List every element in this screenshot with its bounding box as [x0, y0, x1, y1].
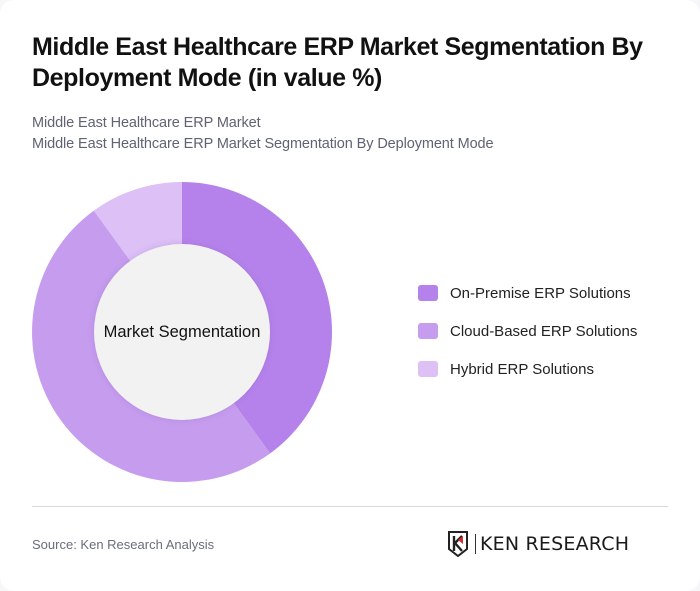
chart-legend: On-Premise ERP Solutions Cloud-Based ERP…	[418, 283, 637, 397]
donut-chart	[32, 182, 332, 482]
donut-center	[94, 244, 270, 420]
legend-swatch-icon	[418, 323, 438, 339]
source-note: Source: Ken Research Analysis	[32, 537, 215, 552]
ken-research-logo: KEN RESEARCH	[447, 530, 629, 558]
legend-label: On-Premise ERP Solutions	[450, 284, 631, 302]
legend-item-hybrid[interactable]: Hybrid ERP Solutions	[418, 359, 637, 379]
legend-swatch-icon	[418, 361, 438, 377]
ken-shield-logo-icon	[448, 531, 468, 557]
legend-swatch-icon	[418, 285, 438, 301]
legend-item-cloud-based[interactable]: Cloud-Based ERP Solutions	[418, 321, 637, 341]
logo-separator	[475, 534, 476, 554]
chart-subtitle-segmentation: Middle East Healthcare ERP Market Segmen…	[32, 136, 494, 152]
logo-wordmark: KEN RESEARCH	[480, 533, 630, 555]
legend-label: Cloud-Based ERP Solutions	[450, 322, 638, 340]
chart-subtitle-market: Middle East Healthcare ERP Market	[32, 115, 261, 131]
donut-svg	[32, 182, 332, 482]
legend-label: Hybrid ERP Solutions	[450, 360, 594, 378]
legend-item-on-premise[interactable]: On-Premise ERP Solutions	[418, 283, 637, 303]
chart-title: Middle East Healthcare ERP Market Segmen…	[32, 33, 643, 92]
footer-divider	[32, 506, 668, 507]
